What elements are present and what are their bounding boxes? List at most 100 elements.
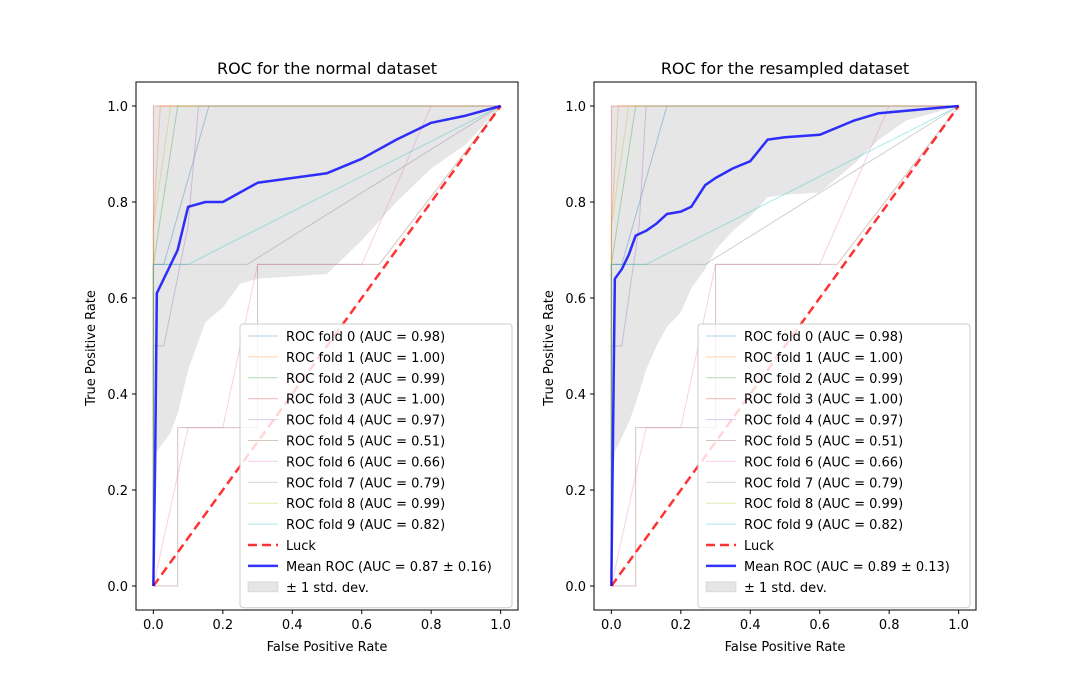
legend-label: ROC fold 0 (AUC = 0.98): [286, 330, 445, 345]
legend-label: Mean ROC (AUC = 0.87 ± 0.16): [286, 560, 492, 575]
plot-content: [610, 104, 960, 587]
legend-label: ROC fold 7 (AUC = 0.79): [286, 476, 445, 491]
std-band: [611, 106, 959, 586]
legend-box: [239, 323, 513, 609]
legend-fold-1: ROC fold 1 (AUC = 1.00): [706, 351, 903, 366]
x-axis-label: False Positive Rate: [267, 640, 388, 655]
x-tick-label: 0.2: [212, 618, 233, 633]
legend-label: ROC fold 3 (AUC = 1.00): [744, 393, 903, 408]
legend-fold-2: ROC fold 2 (AUC = 0.99): [248, 372, 445, 387]
legend-label: ROC fold 5 (AUC = 0.51): [744, 435, 903, 450]
y-axis-label: True Positive Rate: [84, 290, 99, 407]
legend-fold-8: ROC fold 8 (AUC = 0.99): [706, 497, 903, 512]
legend-label: ROC fold 2 (AUC = 0.99): [286, 372, 445, 387]
legend-label: ROC fold 1 (AUC = 1.00): [744, 351, 903, 366]
x-axis-label: False Positive Rate: [725, 640, 846, 655]
y-tick-label: 0.2: [107, 484, 128, 499]
legend-label: ROC fold 1 (AUC = 1.00): [286, 351, 445, 366]
roc-fold-3-line: [152, 105, 501, 586]
legend-fold-9: ROC fold 9 (AUC = 0.82): [248, 518, 445, 533]
y-axis-label: True Positive Rate: [542, 290, 557, 407]
x-tick-label: 0.0: [601, 618, 622, 633]
roc-fold-2-line: [152, 105, 501, 586]
legend-fold-6: ROC fold 6 (AUC = 0.66): [706, 455, 903, 470]
x-tick-label: 0.2: [670, 618, 691, 633]
y-tick-label: 0.8: [107, 196, 128, 211]
axes-frame: [135, 81, 519, 611]
legend-mean: Mean ROC (AUC = 0.87 ± 0.16): [248, 560, 492, 575]
roc-fold-0-line: [152, 105, 501, 586]
y-tick-label: 0.6: [107, 292, 128, 307]
roc-fold-4-line: [152, 105, 501, 586]
mean-roc-line: [152, 104, 501, 587]
x-tick-label: 0.0: [143, 618, 164, 633]
plot-area: [610, 104, 960, 587]
roc-fold-1-line: [610, 105, 959, 586]
x-tick-label: 0.6: [809, 618, 830, 633]
legend-fold-3: ROC fold 3 (AUC = 1.00): [706, 393, 903, 408]
legend-swatch: [705, 581, 737, 593]
legend-label: ROC fold 8 (AUC = 0.99): [744, 497, 903, 512]
chart-title: ROC for the resampled dataset: [661, 59, 909, 78]
roc-fold-1-line: [152, 105, 501, 586]
legend-label: ROC fold 6 (AUC = 0.66): [286, 455, 445, 470]
mean-roc-line: [610, 104, 959, 587]
legend-label: Luck: [744, 539, 774, 554]
std-band: [153, 106, 501, 586]
legend-label: ROC fold 6 (AUC = 0.66): [744, 455, 903, 470]
y-tick-label: 1.0: [565, 100, 586, 115]
legend-luck: Luck: [248, 539, 316, 554]
legend-label: ROC fold 4 (AUC = 0.97): [744, 414, 903, 429]
roc-fold-6-line: [610, 105, 959, 587]
roc-fold-7-line: [152, 105, 501, 586]
y-tick-label: 0.6: [565, 292, 586, 307]
legend: ROC fold 0 (AUC = 0.98) ROC fold 1 (AUC =…: [697, 323, 971, 609]
legend-label: ± 1 std. dev.: [286, 581, 369, 596]
legend-fold-5: ROC fold 5 (AUC = 0.51): [248, 435, 445, 450]
chart-panel-normal: ROC for the normal dataset False Positiv…: [84, 59, 519, 655]
y-tick-label: 0.4: [565, 388, 586, 403]
legend-label: Mean ROC (AUC = 0.89 ± 0.13): [744, 560, 950, 575]
legend-fold-7: ROC fold 7 (AUC = 0.79): [706, 476, 903, 491]
roc-fold-0-line: [610, 105, 959, 586]
legend-fold-0: ROC fold 0 (AUC = 0.98): [706, 330, 903, 345]
legend-fold-8: ROC fold 8 (AUC = 0.99): [248, 497, 445, 512]
legend-fold-4: ROC fold 4 (AUC = 0.97): [248, 414, 445, 429]
legend-luck: Luck: [706, 539, 774, 554]
x-tick-label: 0.4: [282, 618, 303, 633]
legend-label: ROC fold 0 (AUC = 0.98): [744, 330, 903, 345]
y-tick-label: 0.0: [107, 580, 128, 595]
legend-label: ± 1 std. dev.: [744, 581, 827, 596]
legend-fold-3: ROC fold 3 (AUC = 1.00): [248, 393, 445, 408]
legend-mean: Mean ROC (AUC = 0.89 ± 0.13): [706, 560, 950, 575]
legend-fold-7: ROC fold 7 (AUC = 0.79): [248, 476, 445, 491]
legend-fold-5: ROC fold 5 (AUC = 0.51): [706, 435, 903, 450]
x-tick-label: 0.6: [351, 618, 372, 633]
legend-swatch: [247, 581, 279, 593]
legend-fold-1: ROC fold 1 (AUC = 1.00): [248, 351, 445, 366]
legend-label: ROC fold 4 (AUC = 0.97): [286, 414, 445, 429]
legend-fold-4: ROC fold 4 (AUC = 0.97): [706, 414, 903, 429]
roc-fold-6-line: [152, 105, 501, 587]
legend-label: ROC fold 5 (AUC = 0.51): [286, 435, 445, 450]
x-tick-label: 0.8: [421, 618, 442, 633]
legend-box: [697, 323, 971, 609]
legend-fold-6: ROC fold 6 (AUC = 0.66): [248, 455, 445, 470]
roc-fold-7-line: [610, 105, 959, 586]
legend-fold-9: ROC fold 9 (AUC = 0.82): [706, 518, 903, 533]
legend-label: ROC fold 9 (AUC = 0.82): [286, 518, 445, 533]
roc-fold-8-line: [610, 105, 959, 586]
legend-label: ROC fold 8 (AUC = 0.99): [286, 497, 445, 512]
roc-fold-4-line: [610, 105, 959, 586]
roc-fold-3-line: [610, 105, 959, 586]
y-tick-label: 0.8: [565, 196, 586, 211]
legend-std: ± 1 std. dev.: [705, 581, 827, 596]
y-tick-label: 0.2: [565, 484, 586, 499]
x-tick-label: 0.8: [879, 618, 900, 633]
chart-title: ROC for the normal dataset: [217, 59, 437, 78]
legend-std: ± 1 std. dev.: [247, 581, 369, 596]
roc-fold-8-line: [152, 105, 501, 586]
legend-label: ROC fold 7 (AUC = 0.79): [744, 476, 903, 491]
legend-label: ROC fold 2 (AUC = 0.99): [744, 372, 903, 387]
